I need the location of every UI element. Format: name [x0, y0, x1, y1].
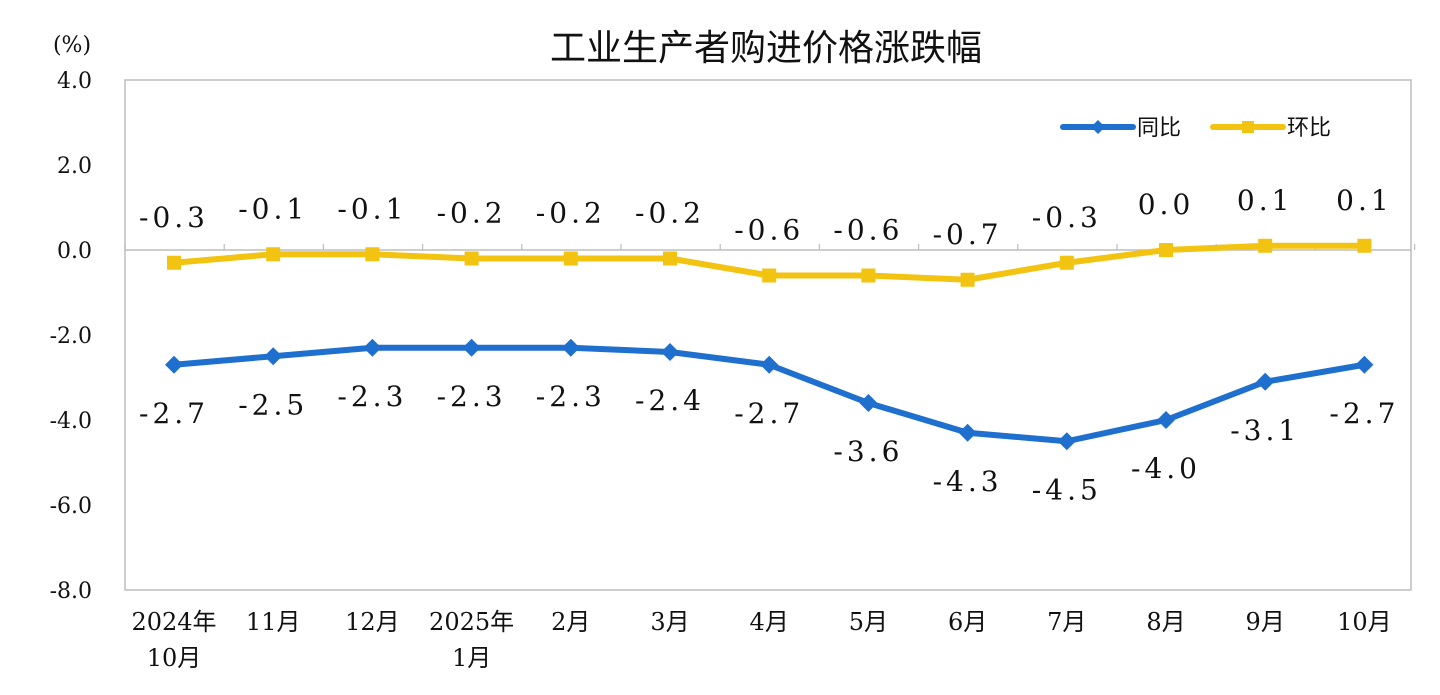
data-label: -0.2	[635, 197, 705, 230]
x-tick-label: 9月	[1246, 608, 1285, 636]
series-point-square	[167, 255, 181, 270]
data-label: -0.7	[933, 218, 1003, 251]
y-tick-label: -2.0	[50, 324, 92, 349]
x-tick-label: 8月	[1146, 608, 1185, 636]
x-tick-label: 12月	[345, 608, 400, 636]
x-tick-label: 3月	[650, 608, 689, 636]
y-tick-label: 0.0	[57, 239, 92, 264]
data-label: -2.3	[437, 380, 507, 413]
data-label: -2.7	[1329, 397, 1399, 430]
legend-label: 同比	[1137, 116, 1181, 141]
series-point-diamond	[363, 338, 382, 357]
data-label: -2.3	[536, 380, 606, 413]
series-point-diamond	[1355, 355, 1374, 374]
series-point-diamond	[1157, 411, 1175, 429]
series-point-square	[762, 268, 777, 283]
series-point-square	[266, 247, 281, 262]
series-point-diamond	[1256, 372, 1275, 391]
x-tick-label: 2024年	[131, 608, 216, 636]
series-point-square	[861, 268, 876, 283]
data-label: -3.6	[833, 435, 903, 468]
series-point-square	[563, 251, 578, 266]
data-label: -0.3	[1032, 201, 1102, 234]
legend-marker-diamond	[1091, 120, 1105, 134]
y-tick-label: 2.0	[57, 154, 92, 179]
data-label: 0.1	[1237, 184, 1294, 217]
data-label: -2.4	[635, 384, 705, 417]
x-tick-label: 7月	[1047, 608, 1086, 636]
data-label: -2.5	[238, 388, 308, 421]
x-tick-label: 2025年	[429, 608, 514, 636]
series-point-square	[1357, 238, 1372, 253]
series-point-square	[365, 247, 380, 262]
x-tick-label: 5月	[849, 608, 888, 636]
data-label: -0.1	[238, 192, 308, 225]
data-labels: -2.7 -2.5 -2.3 -2.3 -2.3 -2.4 -2.7 -3.6 -4.3 -4.5…	[139, 184, 1399, 507]
series-point-square	[960, 272, 975, 287]
legend-label: 环比	[1287, 116, 1331, 141]
series-point-diamond	[661, 343, 679, 361]
series-point-diamond	[958, 423, 977, 442]
data-label: -2.3	[337, 380, 407, 413]
data-label: -2.7	[734, 397, 804, 430]
data-label: -3.1	[1230, 414, 1300, 447]
x-tick-label: 6月	[948, 608, 987, 636]
series-point-diamond	[165, 355, 183, 374]
data-label: -0.6	[734, 214, 804, 247]
x-tick-label: 1月	[452, 644, 491, 672]
chart-title: 工业生产者购进价格涨跌幅	[550, 28, 982, 69]
y-tick-label: -4.0	[50, 409, 92, 434]
data-label: -4.5	[1032, 473, 1102, 506]
data-label: -2.7	[139, 397, 209, 430]
x-tick-label: 11月	[246, 608, 301, 636]
x-tick-label: 4月	[750, 608, 789, 636]
data-label: 0.1	[1336, 184, 1393, 217]
x-tick-label: 10月	[1337, 608, 1392, 636]
series-point-diamond	[760, 355, 779, 374]
data-label: -0.6	[833, 214, 903, 247]
legend: 同比 环比	[1060, 116, 1331, 141]
series-point-diamond	[264, 347, 283, 366]
x-tick-label: 10月	[147, 644, 202, 672]
series-point-diamond	[859, 394, 878, 412]
series-point-square	[1159, 243, 1173, 257]
series-point-diamond	[561, 338, 580, 357]
series-point-diamond	[1057, 432, 1076, 451]
y-tick-label: -6.0	[50, 494, 92, 519]
y-axis-unit: (%)	[53, 33, 91, 58]
series-point-square	[1059, 255, 1074, 270]
data-label: -0.2	[536, 197, 606, 230]
data-label: 0.0	[1138, 188, 1195, 221]
series-layer	[165, 238, 1374, 451]
x-tick-label: 2月	[551, 608, 590, 636]
x-axis: 2024年 10月 11月 12月 2025年 1月 2月 3月 4月 5月 6月 7月 8月 9月 10月	[131, 608, 1391, 672]
data-label: -0.1	[337, 192, 407, 225]
data-label: -4.0	[1131, 452, 1201, 485]
data-label: -4.3	[933, 465, 1003, 498]
plot-area	[124, 79, 1412, 591]
series-point-square	[1258, 238, 1273, 253]
series-point-square	[464, 251, 479, 266]
data-label: -0.2	[437, 197, 507, 230]
legend-marker-square	[1242, 121, 1254, 133]
series-point-square	[663, 251, 677, 266]
series-point-diamond	[462, 338, 481, 357]
y-axis: 4.0 2.0 0.0 -2.0 -4.0 -6.0 -8.0	[50, 69, 92, 604]
y-tick-label: -8.0	[50, 579, 92, 604]
y-tick-label: 4.0	[57, 69, 92, 94]
data-label: -0.3	[139, 201, 209, 234]
